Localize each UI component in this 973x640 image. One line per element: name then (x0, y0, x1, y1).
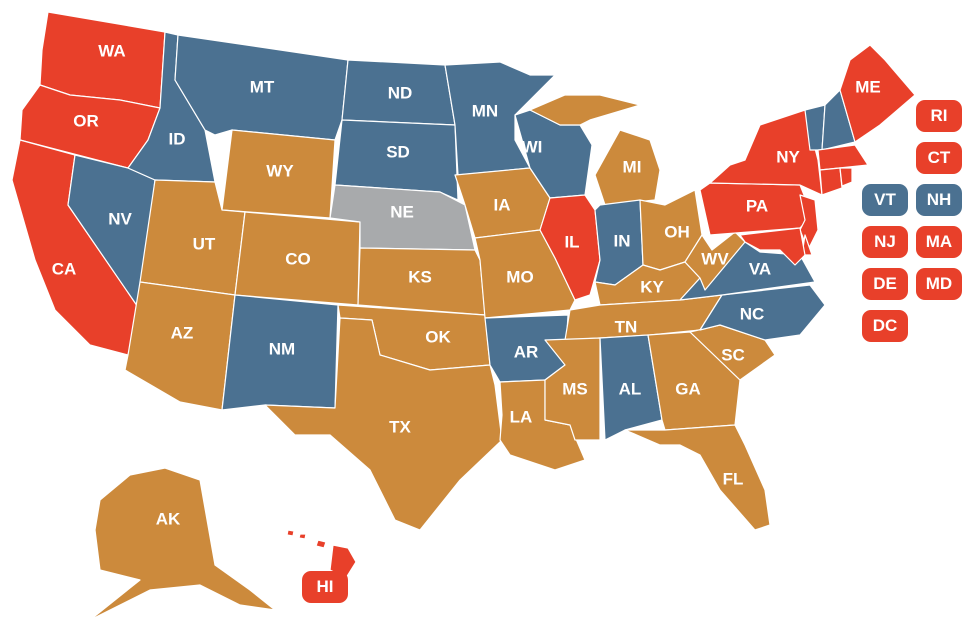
state-mn[interactable] (444, 61, 556, 176)
badge-label: NJ (874, 232, 896, 251)
badge-label: RI (930, 106, 948, 125)
state-mt[interactable] (174, 34, 349, 141)
state-mi[interactable] (594, 129, 661, 206)
state-wv[interactable] (684, 231, 746, 291)
state-wy[interactable] (221, 129, 336, 219)
badge-de[interactable]: DE (862, 268, 908, 300)
state-ma[interactable] (817, 144, 869, 171)
badge-nj[interactable]: NJ (862, 226, 908, 258)
state-al[interactable] (599, 334, 663, 441)
badge-ri[interactable]: RI (916, 100, 962, 132)
state-sd[interactable] (334, 119, 459, 201)
state-nd[interactable] (341, 59, 456, 126)
state-me[interactable] (839, 44, 916, 143)
state-az[interactable] (124, 281, 236, 411)
badge-label: CT (927, 148, 951, 167)
state-ny[interactable] (709, 109, 823, 196)
state-fl[interactable] (624, 424, 771, 531)
badge-nh[interactable]: NH (916, 184, 962, 216)
badge-label: MA (925, 232, 953, 251)
badge-vt[interactable]: VT (862, 184, 908, 216)
badge-label: HI (316, 577, 334, 596)
state-ct[interactable] (819, 167, 843, 196)
state-ak[interactable] (89, 467, 276, 621)
state-hi[interactable] (315, 539, 327, 549)
state-ms[interactable] (544, 337, 601, 441)
badge-label: MD (925, 274, 953, 293)
badge-label: VT (874, 190, 896, 209)
state-co[interactable] (234, 211, 361, 306)
state-mi[interactable] (529, 94, 641, 126)
badge-ma[interactable]: MA (916, 226, 962, 258)
badge-label: DC (872, 316, 898, 335)
badge-md[interactable]: MD (916, 268, 962, 300)
state-hi[interactable] (329, 544, 357, 579)
state-nm[interactable] (221, 294, 339, 411)
state-ks[interactable] (357, 247, 486, 316)
state-tx[interactable] (264, 317, 503, 531)
state-hi[interactable] (298, 533, 307, 540)
badge-ct[interactable]: CT (916, 142, 962, 174)
state-pa[interactable] (699, 182, 813, 236)
badge-label: NH (926, 190, 952, 209)
badge-dc[interactable]: DC (862, 310, 908, 342)
badge-hi[interactable]: HI (302, 571, 348, 603)
badge-label: DE (873, 274, 897, 293)
state-md[interactable] (739, 227, 806, 266)
state-hi[interactable] (286, 529, 295, 537)
state-ri[interactable] (839, 167, 853, 187)
state-il[interactable] (539, 194, 601, 301)
